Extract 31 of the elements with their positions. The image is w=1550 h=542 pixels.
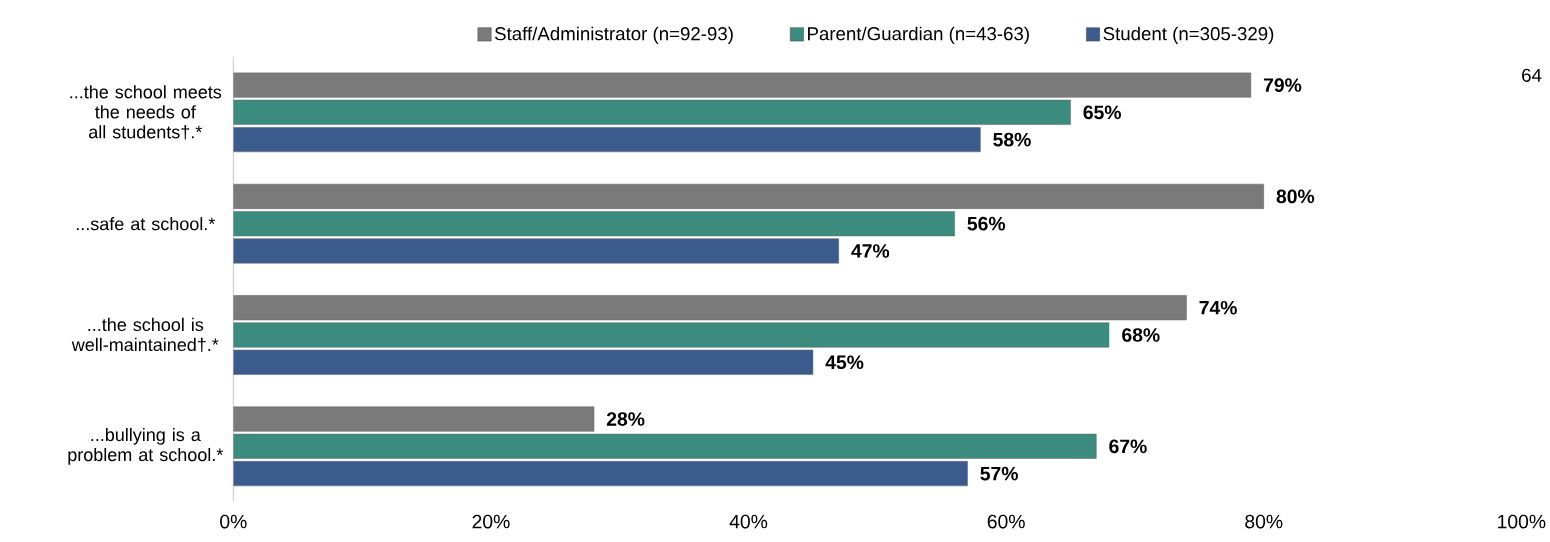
data-label: 28% xyxy=(606,412,645,426)
data-label: 58% xyxy=(993,132,1031,147)
bar xyxy=(233,349,814,375)
data-label: 67% xyxy=(1109,439,1147,454)
legend-label: Staff/Administrator (n=92-93) xyxy=(494,26,733,45)
x-tick-label: 100% xyxy=(1498,514,1546,529)
bar xyxy=(233,238,839,264)
y-tick-label: ...the school meets the needs of all students†.* xyxy=(70,85,222,140)
x-tick-label: 60% xyxy=(987,514,1025,529)
x-tick-label: 20% xyxy=(472,514,510,529)
data-label: 45% xyxy=(825,355,864,370)
y-tick-label: ...bullying is a problem at school.* xyxy=(68,427,224,465)
x-tick-label: 80% xyxy=(1245,514,1283,529)
x-tick-label: 0% xyxy=(220,514,247,529)
legend-label: Parent/Guardian (n=43-63) xyxy=(808,26,1029,45)
data-label: 56% xyxy=(967,216,1006,231)
x-tick-label: 40% xyxy=(729,514,768,529)
data-label: 79% xyxy=(1263,78,1302,92)
text: 64 xyxy=(1522,68,1542,82)
legend-label: Student (n=305-329) xyxy=(1103,26,1274,45)
data-label: 57% xyxy=(980,466,1018,481)
y-tick-label: ...the school is well-maintained†.* xyxy=(71,317,219,353)
data-label: 74% xyxy=(1199,300,1237,315)
bar xyxy=(233,183,1264,209)
bar xyxy=(233,127,981,153)
y-tick-label: ...safe at school.* xyxy=(76,217,216,231)
data-label: 65% xyxy=(1083,105,1121,120)
data-label: 68% xyxy=(1122,328,1160,342)
data-label: 80% xyxy=(1276,189,1315,204)
data-label: 47% xyxy=(851,244,890,258)
bar xyxy=(233,461,968,487)
